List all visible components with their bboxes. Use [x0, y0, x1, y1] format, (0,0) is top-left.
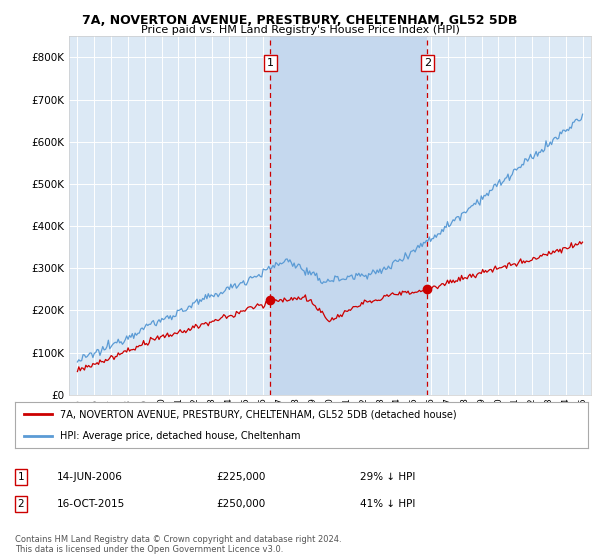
Text: 14-JUN-2006: 14-JUN-2006 [57, 472, 123, 482]
Text: 7A, NOVERTON AVENUE, PRESTBURY, CHELTENHAM, GL52 5DB: 7A, NOVERTON AVENUE, PRESTBURY, CHELTENH… [82, 14, 518, 27]
Text: HPI: Average price, detached house, Cheltenham: HPI: Average price, detached house, Chel… [59, 431, 300, 441]
Text: 2: 2 [17, 499, 25, 509]
Text: 1: 1 [17, 472, 25, 482]
Text: 16-OCT-2015: 16-OCT-2015 [57, 499, 125, 509]
Bar [270, 36, 427, 395]
Text: Contains HM Land Registry data © Crown copyright and database right 2024.
This d: Contains HM Land Registry data © Crown c… [15, 535, 341, 554]
Text: £250,000: £250,000 [216, 499, 265, 509]
Text: Price paid vs. HM Land Registry's House Price Index (HPI): Price paid vs. HM Land Registry's House … [140, 25, 460, 35]
Text: £225,000: £225,000 [216, 472, 265, 482]
Text: 41% ↓ HPI: 41% ↓ HPI [360, 499, 415, 509]
Text: 2: 2 [424, 58, 431, 68]
Text: 7A, NOVERTON AVENUE, PRESTBURY, CHELTENHAM, GL52 5DB (detached house): 7A, NOVERTON AVENUE, PRESTBURY, CHELTENH… [59, 409, 457, 419]
Text: 1: 1 [267, 58, 274, 68]
Text: 29% ↓ HPI: 29% ↓ HPI [360, 472, 415, 482]
